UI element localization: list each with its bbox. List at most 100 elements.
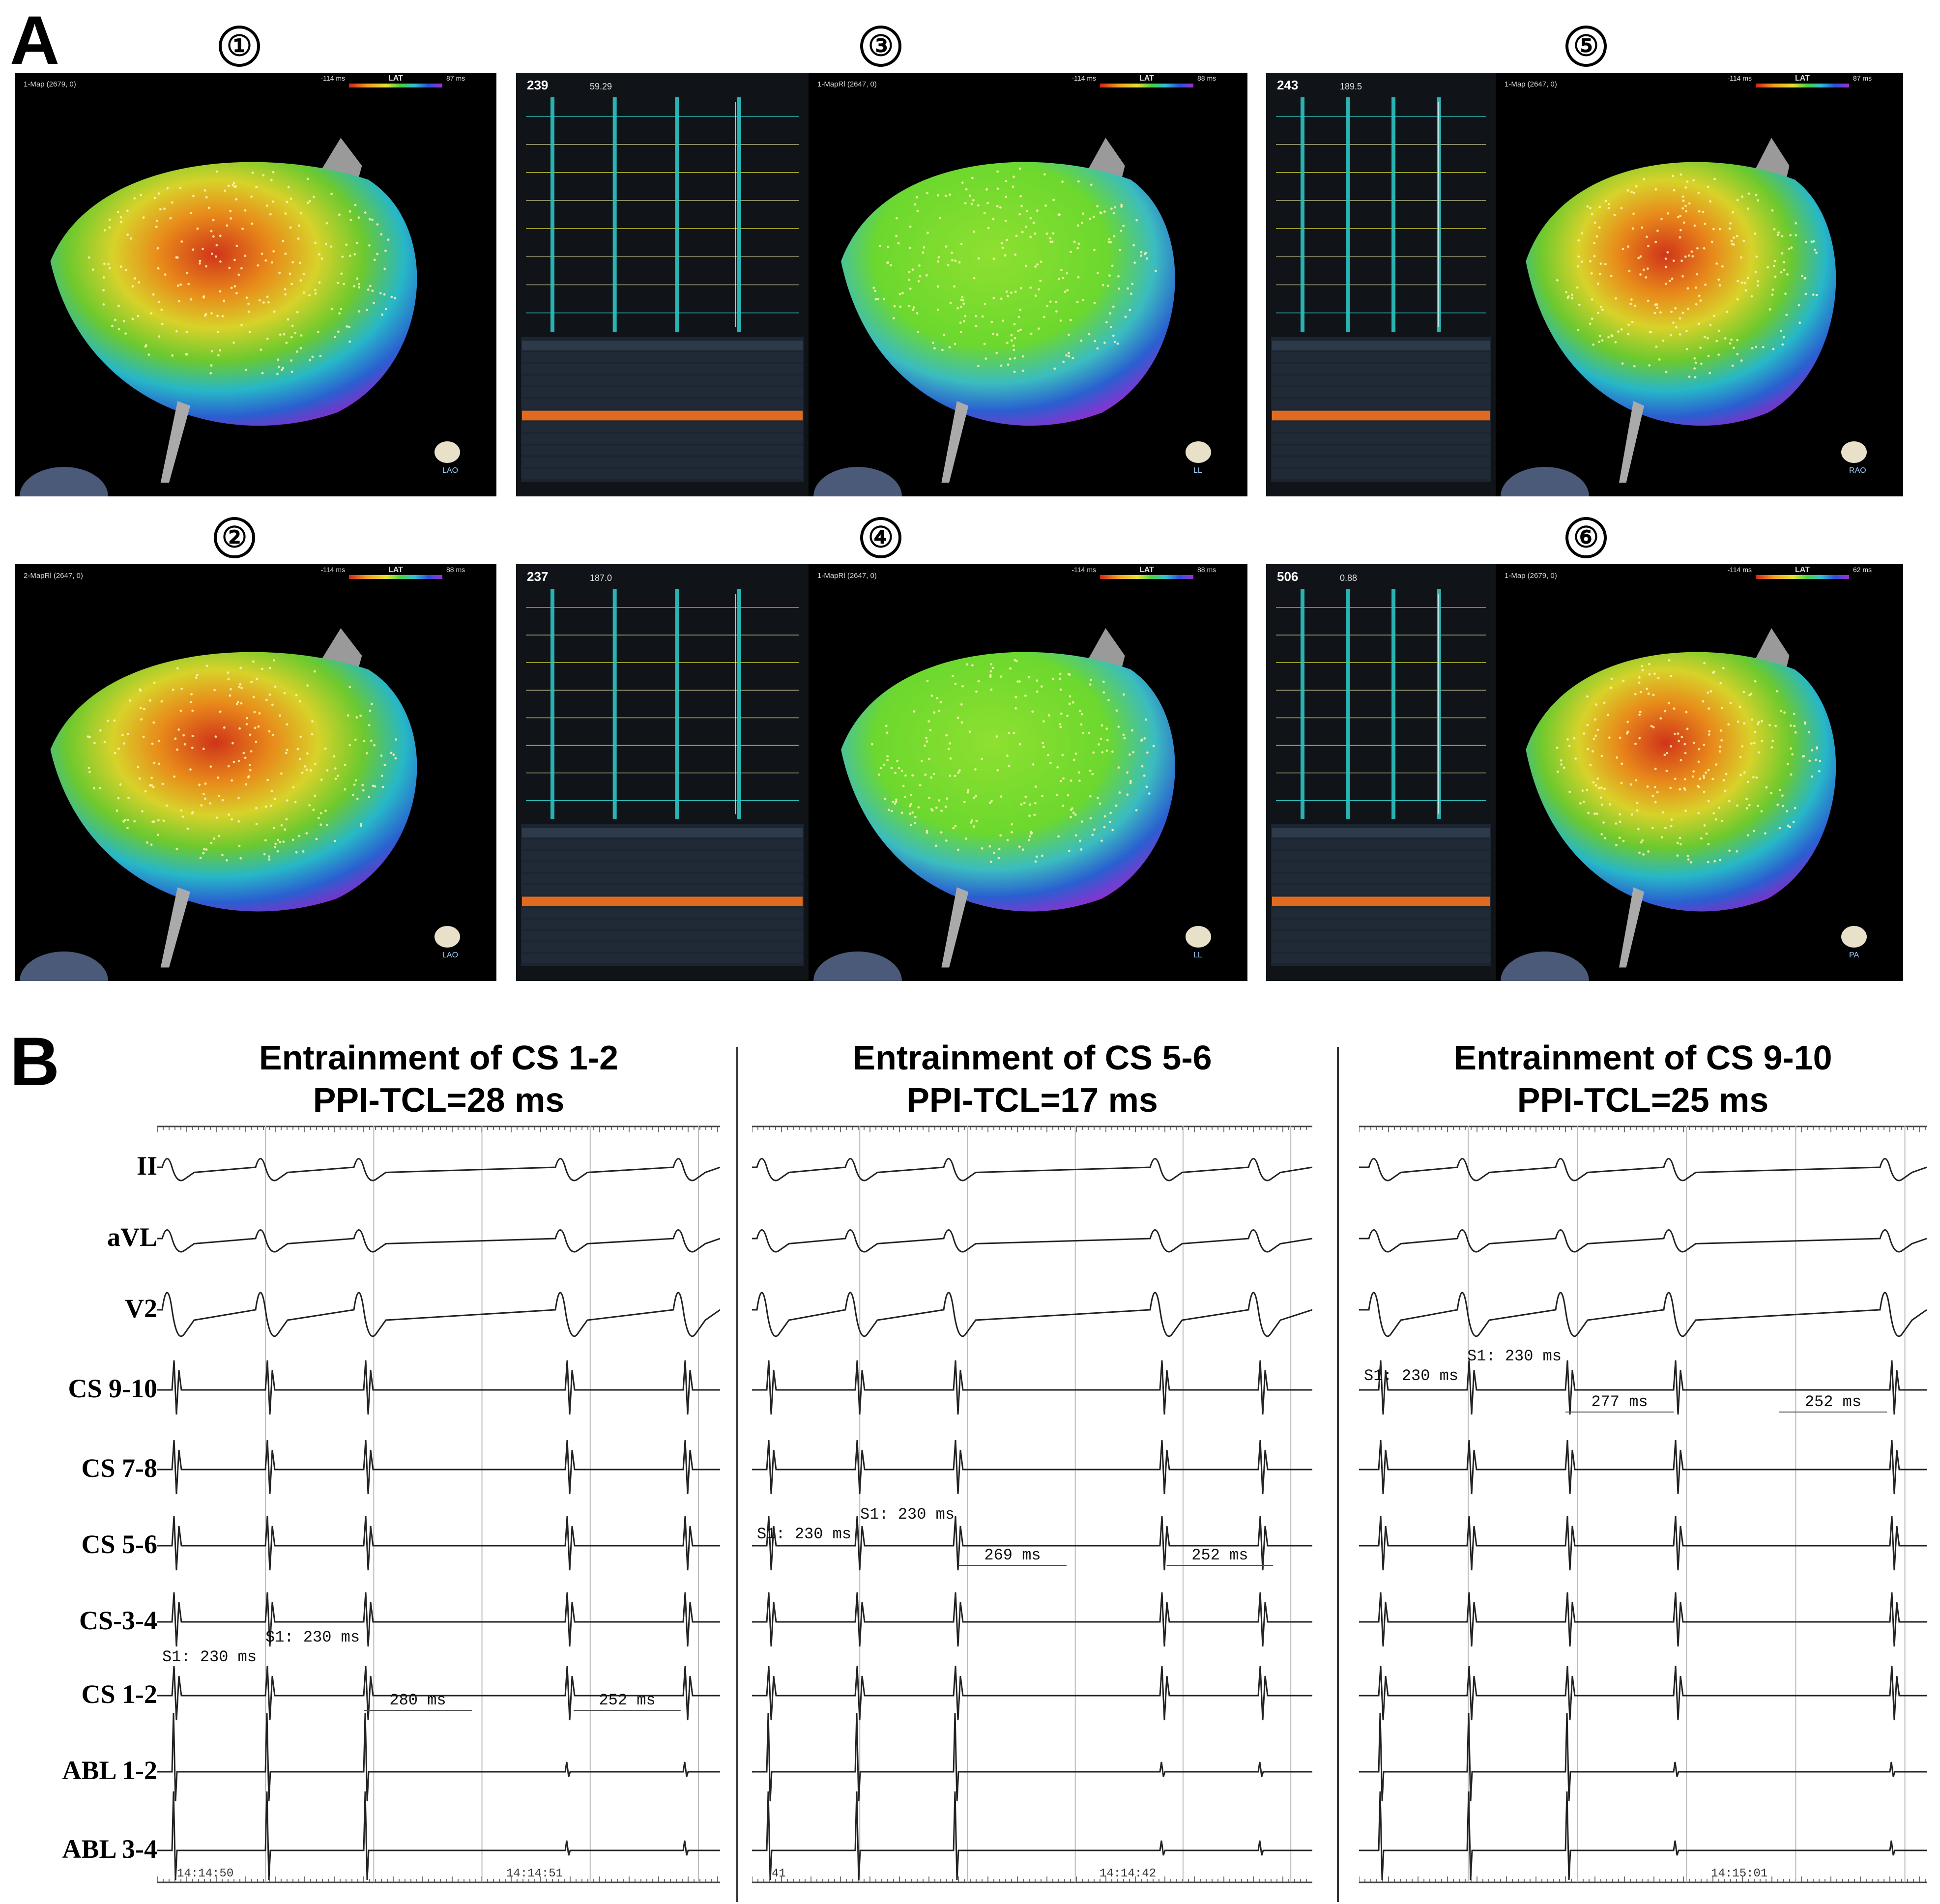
- map-name: 1-Map (2679, 0): [24, 80, 76, 88]
- points-table[interactable]: [1271, 824, 1491, 966]
- orientation-heart-icon: [1186, 441, 1211, 463]
- lead-label: aVL: [107, 1222, 157, 1252]
- lat-color-bar: [1100, 575, 1193, 579]
- anatomy-shell: [841, 652, 1175, 912]
- navigator-widget[interactable]: [20, 467, 108, 496]
- section-subtitle: PPI-TCL=28 ms: [313, 1081, 565, 1119]
- lat-scale-title: LAT: [388, 74, 403, 83]
- egm-traces: [526, 97, 799, 332]
- lead-label: ABL 3-4: [62, 1834, 157, 1864]
- lead-label: CS-3-4: [79, 1606, 157, 1635]
- ecg-tracing: S1: 230 ms S1: 230 ms 269 ms 252 ms 41 14:14:…: [752, 1125, 1313, 1902]
- mapping-points: [87, 170, 397, 375]
- loc-readout: 59.29: [590, 82, 612, 91]
- lat-scale-high: 88 ms: [1197, 566, 1216, 574]
- mapping-screenshot: 506 0.88 1-Map (2679, 0) -114 ms LAT 62 ms PA: [1266, 564, 1903, 981]
- lead-trace: [157, 1360, 720, 1415]
- lat-scale-low: -114 ms: [1071, 74, 1096, 82]
- timestamp: 41: [772, 1867, 786, 1880]
- view-label: LL: [1193, 466, 1202, 475]
- anatomy-vein: [160, 887, 191, 968]
- lead-trace: [157, 1229, 721, 1253]
- cycle-length-readout: 243: [1277, 78, 1298, 92]
- view-label: PA: [1849, 951, 1859, 959]
- orientation-heart-icon: [434, 441, 460, 463]
- ppi-label: 277 ms: [1591, 1393, 1648, 1411]
- points-table[interactable]: [1271, 337, 1491, 482]
- navigator-widget[interactable]: [20, 952, 108, 981]
- lead-trace: [157, 1592, 720, 1647]
- points-table[interactable]: [521, 824, 804, 966]
- orientation-heart-icon: [1841, 441, 1867, 463]
- lead-trace: [157, 1516, 720, 1571]
- screen-number-badge: ④: [860, 517, 901, 558]
- lat-scale-low: -114 ms: [1071, 566, 1096, 574]
- tcl-label: 252 ms: [1805, 1393, 1861, 1411]
- mapping-points: [1556, 173, 1818, 378]
- timestamp: 14:15:01: [1711, 1867, 1767, 1880]
- lead-trace: [157, 1712, 720, 1802]
- lat-scale-high: 62 ms: [1853, 566, 1872, 574]
- timestamp: 14:14:50: [177, 1867, 233, 1880]
- navigator-widget[interactable]: [813, 952, 902, 981]
- screen-number-badge: ①: [219, 26, 260, 67]
- lead-label: CS 7-8: [81, 1453, 157, 1483]
- loc-readout: 0.88: [1340, 573, 1357, 583]
- screen-number-badge: ②: [214, 517, 255, 558]
- lead-trace: [752, 1292, 1313, 1337]
- lead-trace: [1359, 1666, 1927, 1721]
- s1-interval-label: S1: 230 ms: [757, 1525, 851, 1543]
- mapping-screenshot: 243 189.5 1-Map (2647, 0) -114 ms LAT 87 ms RA…: [1266, 73, 1903, 496]
- timestamp: 14:14:42: [1100, 1867, 1156, 1880]
- lead-trace: [1359, 1360, 1927, 1415]
- mapping-screenshot: 239 59.29 1-MapRl (2647, 0) -114 ms LAT 88 ms…: [516, 73, 1247, 496]
- lead-trace: [1359, 1516, 1927, 1571]
- lat-scale-high: 88 ms: [1197, 74, 1216, 82]
- egm-traces: [1276, 97, 1486, 332]
- lead-label: CS 9-10: [68, 1374, 157, 1403]
- lead-trace: [1359, 1791, 1927, 1880]
- lead-label: CS 1-2: [81, 1679, 157, 1709]
- map-name: 1-MapRl (2647, 0): [817, 572, 877, 580]
- lat-scale-low: -114 ms: [320, 74, 345, 82]
- lead-trace: [752, 1592, 1312, 1647]
- lead-trace: [157, 1791, 720, 1880]
- lead-label: II: [136, 1151, 157, 1181]
- navigator-widget[interactable]: [1501, 467, 1589, 496]
- loc-readout: 187.0: [590, 573, 612, 583]
- anatomy-shell: [841, 162, 1175, 426]
- ppi-label: 280 ms: [389, 1691, 446, 1709]
- mapping-screenshot: 2-MapRl (2647, 0) -114 ms LAT 88 ms LAO: [15, 564, 496, 981]
- lat-color-bar: [349, 575, 442, 579]
- mapping-points: [1556, 659, 1822, 864]
- cycle-length-readout: 239: [527, 78, 548, 92]
- lead-label: ABL 1-2: [62, 1756, 157, 1785]
- lat-color-bar: [1756, 84, 1849, 87]
- screen-number-badge: ⑤: [1565, 26, 1607, 67]
- anatomy-vein: [160, 401, 191, 483]
- view-label: LAO: [442, 951, 458, 959]
- navigator-widget[interactable]: [813, 467, 902, 496]
- lat-scale-high: 87 ms: [1853, 74, 1872, 82]
- anatomy-shell: [1526, 652, 1836, 912]
- s1-interval-label: S1: 230 ms: [1364, 1367, 1458, 1385]
- lead-trace: [157, 1158, 721, 1182]
- lat-scale-title: LAT: [1795, 74, 1810, 83]
- map-name: 2-MapRl (2647, 0): [24, 572, 83, 580]
- navigator-widget[interactable]: [1501, 952, 1589, 981]
- lead-trace: [1359, 1440, 1927, 1495]
- points-table[interactable]: [521, 337, 804, 482]
- orientation-heart-icon: [1841, 926, 1867, 948]
- lead-trace: [752, 1712, 1312, 1802]
- s1-interval-label: S1: 230 ms: [1467, 1347, 1562, 1365]
- anatomy-shell: [50, 162, 417, 426]
- lat-scale-low: -114 ms: [1727, 566, 1752, 574]
- orientation-heart-icon: [434, 926, 460, 948]
- mapping-screenshot: 237 187.0 1-MapRl (2647, 0) -114 ms LAT 88 ms…: [516, 564, 1247, 981]
- lat-scale-high: 87 ms: [446, 74, 465, 82]
- lead-trace: [157, 1666, 720, 1721]
- lat-scale-title: LAT: [1795, 566, 1810, 574]
- mapping-points: [870, 659, 1155, 864]
- lead-label: V2: [125, 1294, 157, 1323]
